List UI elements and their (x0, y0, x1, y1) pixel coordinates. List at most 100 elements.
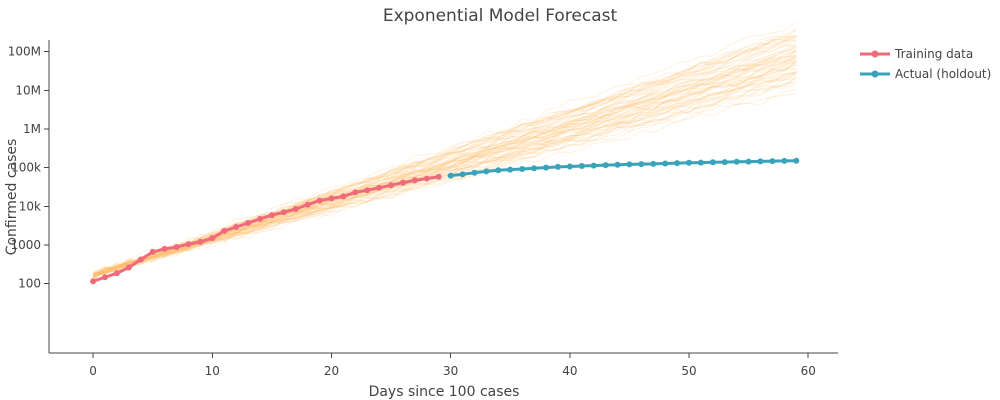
forecast-sample-line (93, 50, 797, 276)
data-point-training-data[interactable] (102, 274, 108, 281)
data-point-training-data[interactable] (316, 197, 323, 204)
data-point-actual-holdout[interactable] (638, 161, 645, 168)
data-point-training-data[interactable] (388, 182, 395, 189)
legend-marker-training-data (871, 50, 879, 58)
forecast-sample-line (93, 29, 797, 274)
y-tick-label-1000: 1000 (10, 238, 41, 252)
data-point-actual-holdout[interactable] (781, 157, 788, 164)
data-point-actual-holdout[interactable] (757, 158, 764, 165)
data-point-actual-holdout[interactable] (686, 159, 692, 166)
y-axis-ticks: 100 1000 10k 100k 1M 10M 100M (8, 45, 49, 291)
data-point-training-data[interactable] (137, 256, 144, 263)
data-point-training-data[interactable] (209, 235, 216, 242)
forecast-sample-line (92, 72, 797, 280)
data-point-actual-holdout[interactable] (447, 172, 454, 179)
x-tick-label-0: 0 (89, 364, 97, 378)
data-point-actual-holdout[interactable] (793, 157, 800, 164)
y-tick-label-10k: 10k (19, 199, 41, 213)
forecast-sample-line (93, 80, 797, 276)
forecast-sample-line (92, 49, 797, 279)
data-point-training-data[interactable] (233, 224, 240, 230)
data-point-actual-holdout[interactable] (662, 160, 669, 167)
x-tick-label-40: 40 (562, 364, 577, 378)
data-point-training-data[interactable] (340, 193, 347, 200)
forecast-sample-line (93, 73, 797, 276)
data-point-actual-holdout[interactable] (531, 165, 538, 172)
data-point-actual-holdout[interactable] (543, 164, 549, 171)
data-point-training-data[interactable] (245, 220, 251, 226)
forecast-sample-line (92, 61, 797, 275)
forecast-sample-line (93, 50, 797, 275)
data-point-training-data[interactable] (221, 227, 228, 234)
legend-label-training-data: Training data (894, 47, 973, 61)
forecast-sample-line (93, 36, 797, 274)
forecast-sample-line (93, 68, 797, 274)
series-layer (90, 157, 800, 285)
y-tick-label-100: 100 (18, 277, 41, 291)
data-point-actual-holdout[interactable] (554, 163, 561, 170)
data-point-actual-holdout[interactable] (578, 163, 585, 169)
data-point-actual-holdout[interactable] (769, 158, 776, 165)
data-point-training-data[interactable] (268, 212, 275, 219)
forecast-sample-line (92, 72, 797, 275)
data-point-actual-holdout[interactable] (733, 158, 740, 165)
data-point-training-data[interactable] (161, 245, 168, 252)
data-point-training-data[interactable] (185, 241, 192, 248)
data-point-actual-holdout[interactable] (602, 162, 609, 169)
data-point-actual-holdout[interactable] (459, 171, 466, 178)
data-point-training-data[interactable] (352, 189, 359, 196)
data-point-actual-holdout[interactable] (674, 160, 681, 167)
data-point-actual-holdout[interactable] (566, 163, 573, 170)
data-point-training-data[interactable] (280, 209, 287, 216)
data-point-training-data[interactable] (328, 195, 335, 202)
data-point-actual-holdout[interactable] (471, 169, 478, 176)
data-point-training-data[interactable] (304, 201, 311, 208)
forecast-sample-line (92, 35, 797, 280)
data-point-actual-holdout[interactable] (721, 159, 728, 166)
legend-marker-actual-holdout (871, 70, 879, 78)
data-point-training-data[interactable] (292, 206, 299, 212)
data-point-training-data[interactable] (376, 184, 383, 191)
forecast-sample-line (92, 76, 797, 278)
data-point-actual-holdout[interactable] (697, 159, 704, 166)
forecast-sample-line (92, 73, 797, 277)
data-point-actual-holdout[interactable] (519, 166, 526, 172)
legend-item-training-data[interactable]: Training data (860, 47, 973, 61)
forecast-sample-line (92, 82, 797, 274)
data-point-actual-holdout[interactable] (650, 160, 657, 167)
data-point-training-data[interactable] (364, 187, 371, 194)
data-point-training-data[interactable] (149, 248, 156, 255)
data-point-training-data[interactable] (411, 177, 418, 184)
data-point-training-data[interactable] (173, 244, 180, 251)
data-point-training-data[interactable] (435, 173, 442, 180)
forecast-sample-line (93, 28, 797, 276)
legend-item-actual-holdout[interactable]: Actual (holdout) (860, 67, 991, 81)
data-point-training-data[interactable] (257, 215, 263, 222)
data-point-actual-holdout[interactable] (709, 159, 716, 166)
data-point-training-data[interactable] (423, 175, 430, 182)
y-axis-title: Confirmed cases (4, 139, 20, 256)
forecast-sample-line (92, 38, 797, 275)
data-point-actual-holdout[interactable] (745, 158, 752, 165)
y-tick-label-100k: 100k (11, 161, 41, 175)
data-point-actual-holdout[interactable] (483, 168, 490, 175)
data-point-training-data[interactable] (197, 238, 204, 245)
data-point-actual-holdout[interactable] (626, 161, 633, 168)
forecast-sample-line (93, 60, 797, 276)
chart-title: Exponential Model Forecast (383, 6, 618, 26)
data-point-actual-holdout[interactable] (590, 162, 597, 169)
data-point-actual-holdout[interactable] (614, 161, 621, 168)
forecast-sample-line (92, 40, 797, 279)
forecast-sample-line (93, 92, 797, 275)
data-point-training-data[interactable] (125, 264, 132, 271)
x-tick-label-30: 30 (443, 364, 458, 378)
x-axis-ticks: 0 10 20 30 40 50 60 (89, 353, 816, 378)
data-point-training-data[interactable] (90, 278, 97, 285)
data-point-actual-holdout[interactable] (507, 166, 514, 173)
data-point-training-data[interactable] (400, 179, 406, 186)
x-axis-title: Days since 100 cases (369, 384, 520, 400)
x-tick-label-50: 50 (681, 364, 696, 378)
data-point-training-data[interactable] (113, 270, 120, 277)
data-point-actual-holdout[interactable] (495, 167, 502, 174)
